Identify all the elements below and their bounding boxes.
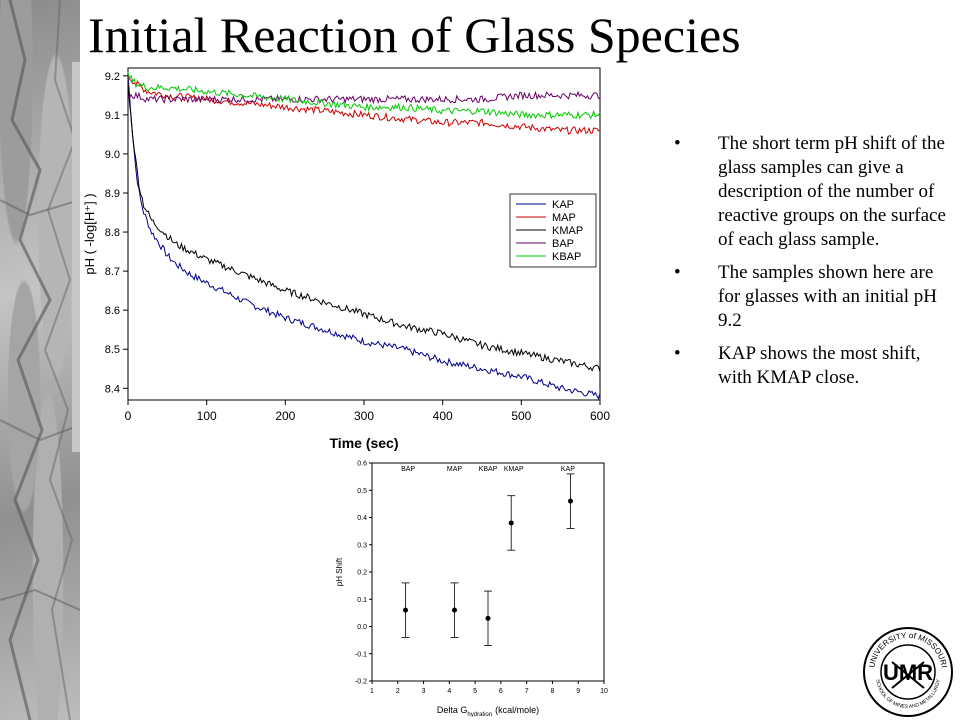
y-tick-label: 0.5 (357, 488, 367, 495)
y-axis-label: pH Shift (335, 557, 344, 586)
university-seal-logo: UNIVERSITY of MISSOURI SCHOOL OF MINES A… (863, 627, 953, 717)
x-axis-label: Time (sec) (330, 435, 399, 451)
y-tick-label: 8.7 (105, 266, 120, 278)
chart-frame-edge (72, 62, 80, 452)
legend-label: KAP (552, 199, 574, 211)
y-tick-label: 9.2 (105, 71, 120, 83)
stone-cracks (0, 0, 80, 720)
plot-area (371, 462, 605, 682)
data-point-map (451, 607, 457, 613)
bullet-list: • The short term pH shift of the glass sa… (672, 132, 958, 399)
x-tick-label: 600 (590, 409, 610, 423)
series-line-bap (127, 90, 601, 105)
series-line-kbap (127, 72, 601, 120)
x-axis-label-units: (kcal/mole) (495, 705, 539, 715)
legend-label: BAP (552, 238, 574, 250)
y-tick-label: 0.4 (357, 515, 367, 522)
y-tick-label: 8.9 (105, 188, 120, 200)
y-tick-label: 0.0 (357, 624, 367, 631)
x-tick-label: 2 (396, 688, 400, 695)
x-tick-label: 400 (433, 409, 453, 423)
bullet-text: The samples shown here are for glasses w… (718, 262, 937, 331)
series-line-kap (127, 75, 601, 401)
point-label: BAP (401, 466, 415, 473)
y-tick-label: -0.2 (355, 679, 367, 686)
x-tick-label: 9 (576, 688, 580, 695)
x-tick-label: 10 (600, 688, 608, 695)
data-point-kbap (485, 615, 491, 621)
x-tick-label: 6 (499, 688, 503, 695)
x-axis-label-main: Delta G (437, 705, 468, 715)
y-tick-label: -0.1 (355, 651, 367, 658)
y-tick-label: 8.5 (105, 344, 120, 356)
legend-label: KMAP (552, 225, 583, 237)
y-tick-label: 8.6 (105, 305, 120, 317)
legend-label: KBAP (552, 251, 581, 263)
x-tick-label: 100 (197, 409, 217, 423)
bullet-glyph: • (674, 133, 681, 154)
data-point-bap (403, 607, 409, 613)
x-tick-label: 5 (473, 688, 477, 695)
x-tick-label: 8 (550, 688, 554, 695)
ph-time-chart: 0 100 200 300 400 500 600 8.4 8.5 8.6 8.7 8.8 8.9 9.0… (72, 62, 610, 452)
y-axis-label: pH ( -log[H⁺] ) (82, 193, 97, 274)
bullet-text: KAP shows the most shift, with KMAP clos… (718, 343, 921, 388)
ph-shift-chart: 1 2 3 4 5 6 7 8 9 10 -0.2 -0.1 0.0 0.1 0.2 0.3 0.4 0.5 0.6… (335, 461, 608, 718)
x-axis-label: Delta Ghydration (kcal/mole) (437, 705, 539, 717)
data-point-kap (567, 498, 573, 504)
y-tick-label: 0.6 (357, 461, 367, 468)
x-axis-label-subscript: hydration (467, 712, 492, 717)
bullet-item: • The samples shown here are for glasses … (672, 261, 958, 333)
decorative-stone-strip (0, 0, 80, 720)
point-label: KBAP (479, 466, 498, 473)
bullet-item: • The short term pH shift of the glass sa… (672, 132, 958, 252)
point-label: KMAP (504, 466, 524, 473)
bullet-glyph: • (674, 262, 681, 283)
bullet-glyph: • (674, 343, 681, 364)
x-tick-label: 4 (447, 688, 451, 695)
point-label: KAP (561, 466, 575, 473)
x-tick-label: 500 (511, 409, 531, 423)
y-tick-label: 0.3 (357, 542, 367, 549)
seal-monogram: UMR (883, 660, 933, 685)
y-tick-label: 9.0 (105, 149, 120, 161)
legend-label: MAP (552, 212, 576, 224)
x-tick-label: 300 (354, 409, 374, 423)
x-tick-label: 3 (422, 688, 426, 695)
x-tick-label: 1 (370, 688, 374, 695)
slide-title: Initial Reaction of Glass Species (88, 7, 741, 63)
series-line-kmap (127, 82, 601, 372)
y-tick-label: 9.1 (105, 110, 120, 122)
y-tick-label: 8.8 (105, 227, 120, 239)
y-tick-label: 0.1 (357, 597, 367, 604)
y-tick-label: 0.2 (357, 570, 367, 577)
bullet-item: • KAP shows the most shift, with KMAP clo… (672, 342, 958, 390)
series-line-map (127, 76, 601, 135)
x-tick-label: 0 (125, 409, 132, 423)
x-tick-label: 200 (275, 409, 295, 423)
x-tick-label: 7 (525, 688, 529, 695)
y-tick-label: 8.4 (105, 383, 120, 395)
bullet-text: The short term pH shift of the glass sam… (718, 133, 946, 250)
data-point-kmap (508, 520, 514, 526)
point-label: MAP (447, 466, 463, 473)
